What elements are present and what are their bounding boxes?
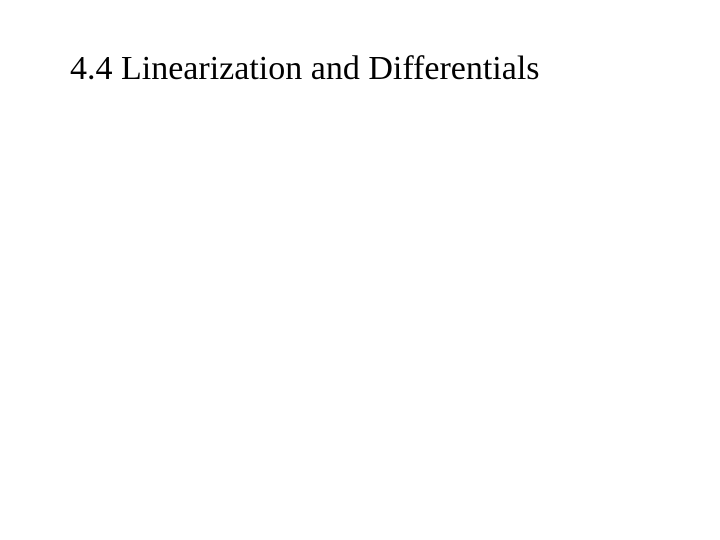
slide-title: 4.4 Linearization and Differentials <box>70 50 540 88</box>
slide-container: 4.4 Linearization and Differentials <box>0 0 720 540</box>
